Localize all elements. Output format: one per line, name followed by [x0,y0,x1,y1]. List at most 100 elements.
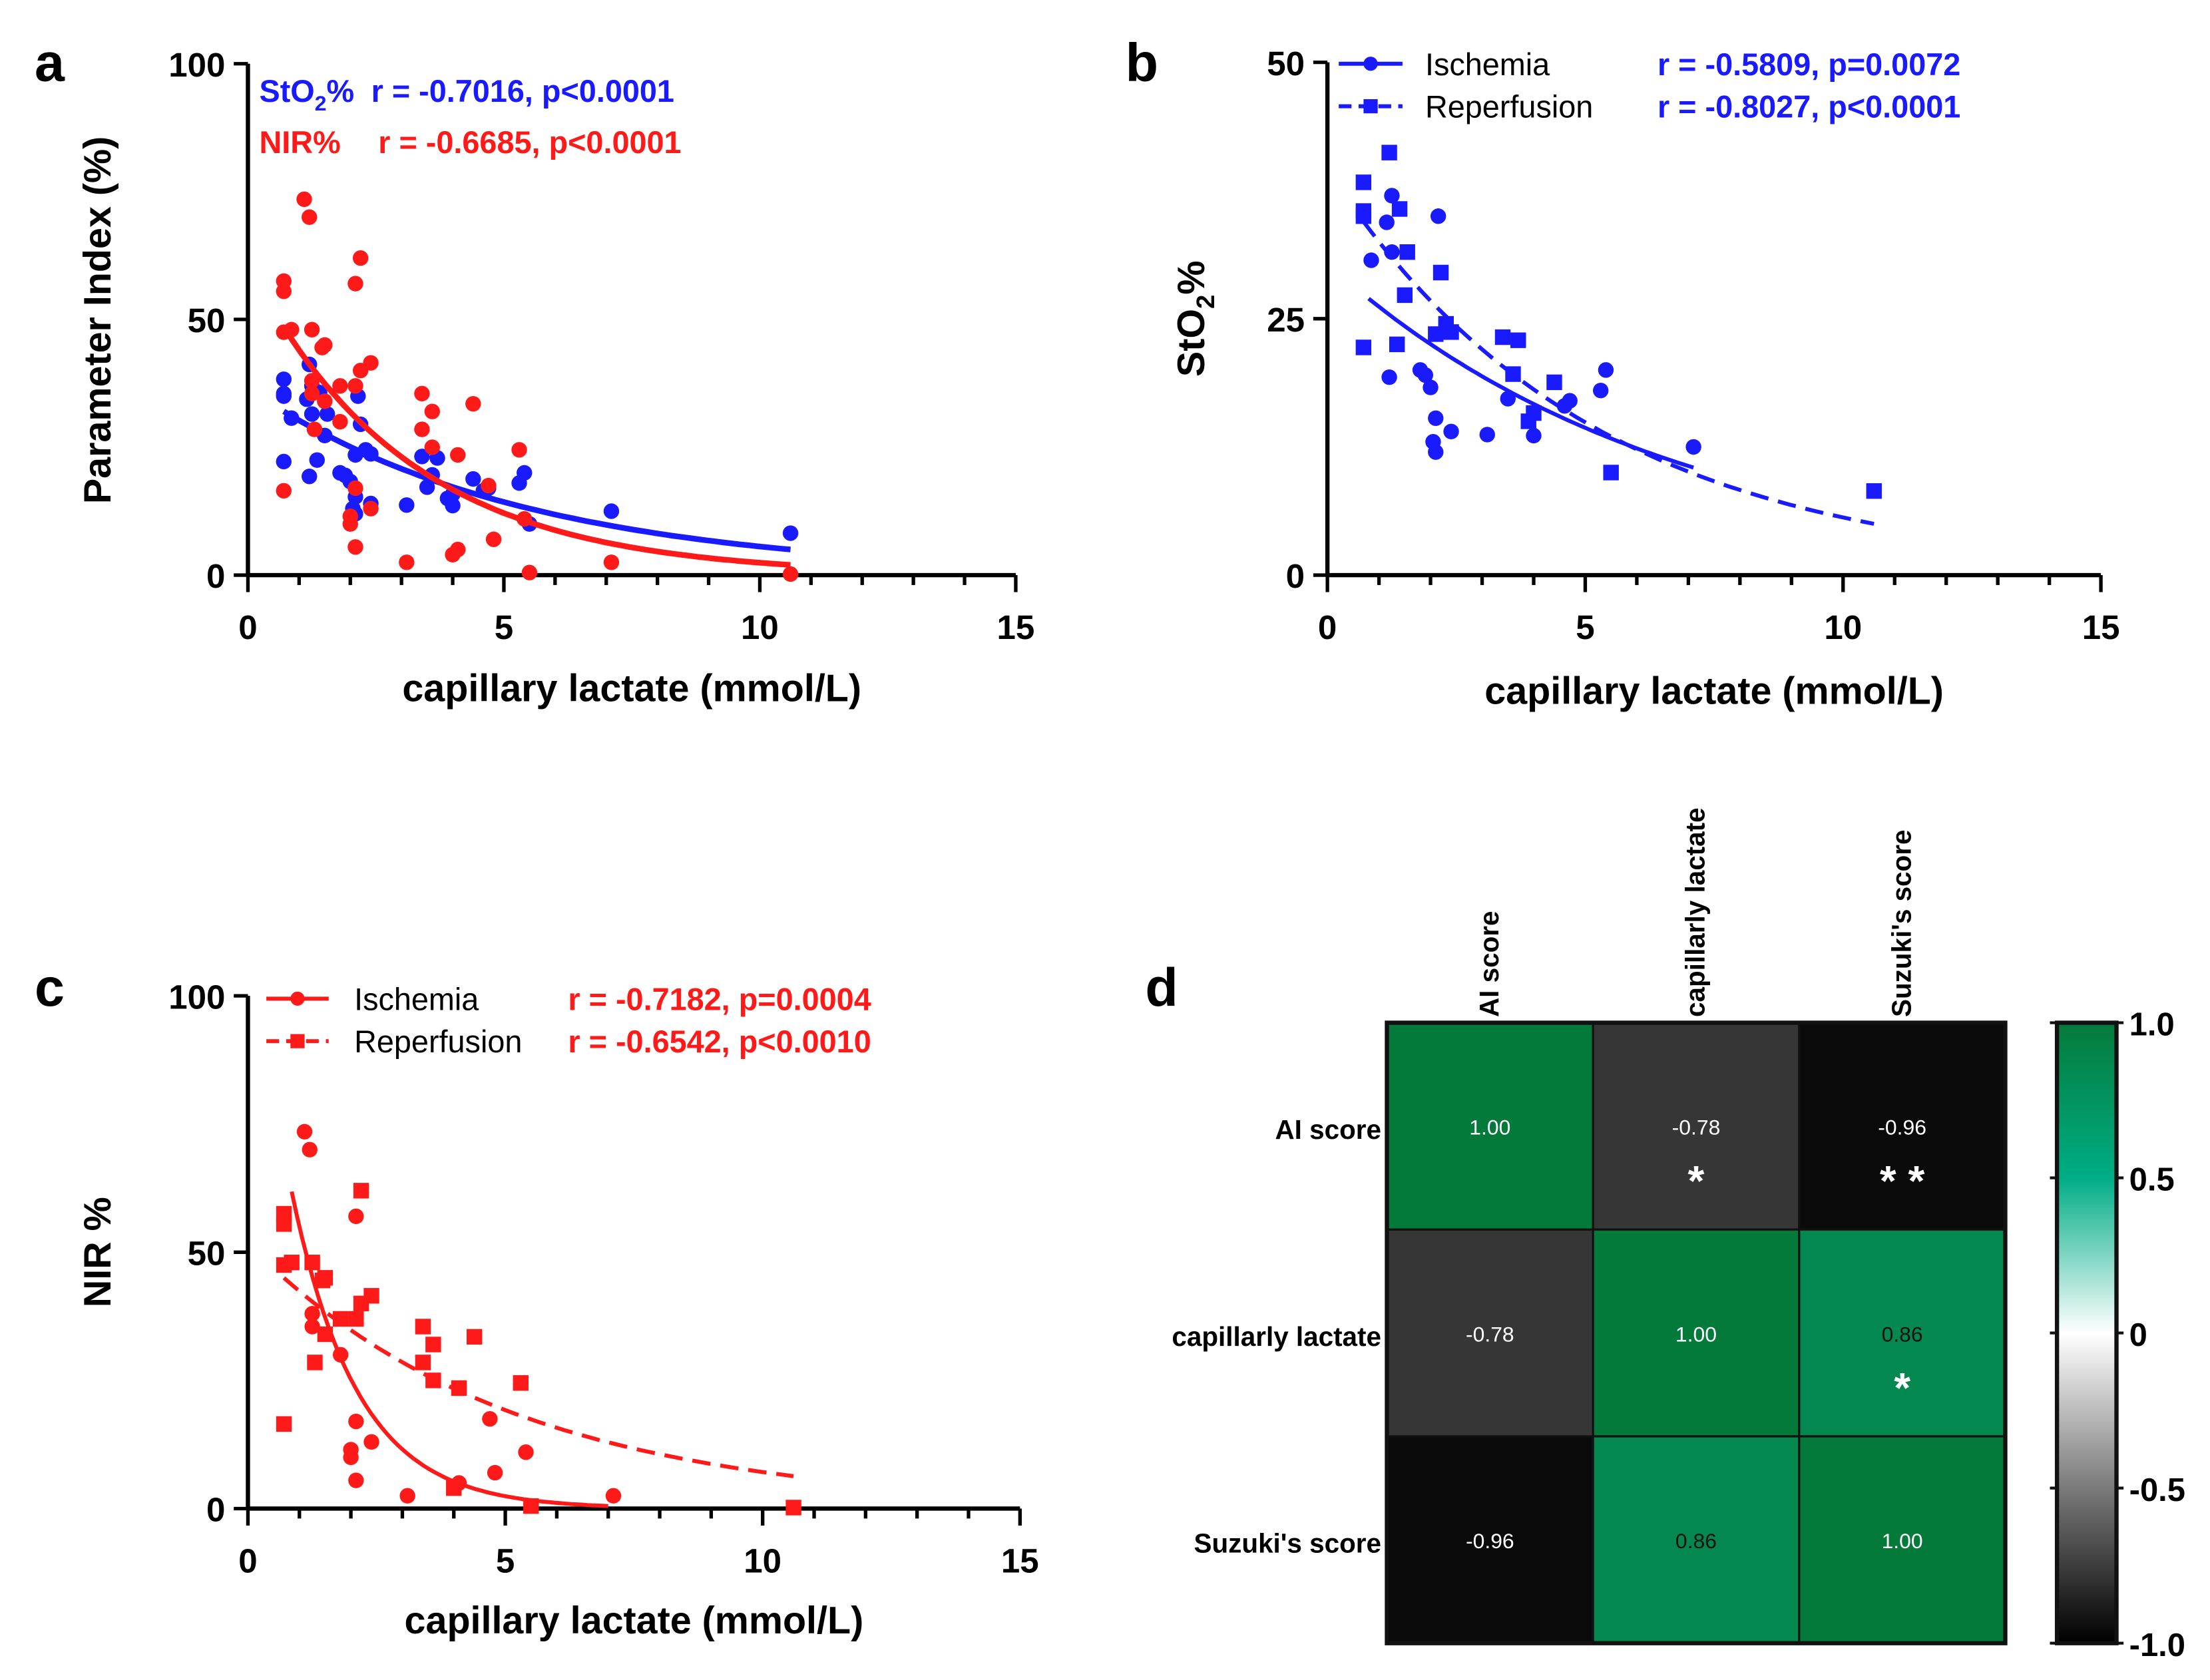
cell-value: -0.78 [1466,1322,1514,1346]
data-point [1562,393,1578,409]
fit-curve [282,1276,794,1478]
data-point [1417,367,1434,383]
x-tick-label: 10 [1824,608,1862,646]
data-point [348,1472,364,1488]
colorbar-tick-label: -0.5 [2129,1472,2185,1508]
legend-label: NIR% [259,125,340,160]
legend-entry: Reperfusion r = -0.8027, p<0.0001 [1339,90,1960,124]
data-point [603,554,620,570]
data-point [782,525,799,541]
data-point [603,503,620,519]
heatmap-cell [1592,1228,1801,1438]
data-point [1399,244,1415,260]
fit-curve [282,409,791,552]
data-point [414,385,430,402]
cell-value: 1.00 [1469,1116,1510,1140]
legend-entry: Ischemia r = -0.5809, p=0.0072 [1339,47,1960,82]
data-point [1423,379,1438,395]
data-point [1363,252,1379,268]
data-point [1397,287,1413,304]
data-point [1598,362,1614,378]
legend-stat: r = -0.6542, p<0.0010 [568,1024,871,1059]
x-tick-label: 10 [741,608,779,646]
significance-asterisk: * [1688,1157,1705,1205]
legend-label: % [326,74,354,108]
data-point [1685,439,1701,455]
x-axis-title: capillary lactate (mmol/L) [1484,670,1944,713]
colorbar-tick-label: 0 [2129,1317,2147,1353]
colorbar: 1.0 0.5 0 -0.5 -1.0 [2050,1007,2185,1663]
legend-label: Ischemia [1425,47,1550,82]
data-point [466,1329,483,1345]
data-point [347,276,363,292]
data-point [347,539,363,555]
data-point [1479,427,1495,443]
data-point [319,406,335,422]
x-tick-label: 10 [744,1542,781,1579]
data-point [353,1183,369,1199]
panel-label: a [35,33,65,93]
data-point [465,395,481,412]
series-nir- [276,191,799,582]
x-axis-title: capillary lactate (mmol/L) [405,1599,864,1642]
data-point [782,566,799,582]
data-point [1381,144,1397,160]
row-label: AI score [1275,1114,1381,1145]
heatmap-cell [1592,1021,1801,1231]
x-tick-label: 0 [1318,608,1337,646]
column-label: capillarly lactate [1680,807,1711,1017]
cell-value: 1.00 [1882,1529,1923,1553]
data-point [1381,369,1397,385]
legend-circle-marker [1363,57,1378,71]
legend-label: StO [259,74,314,108]
data-point [399,554,415,570]
data-point [450,447,466,463]
panel-c: c 0 5 10 15 0 50 100 capillary lactate (mmol/L) N… [35,958,1039,1642]
data-point [1526,427,1542,444]
data-point [302,469,318,485]
cell-value: -0.96 [1878,1116,1926,1140]
data-point [521,564,538,580]
y-tick-label: 0 [206,557,225,595]
cell-value: -0.96 [1466,1529,1514,1553]
x-tick-label: 5 [1576,608,1594,646]
x-tick-label: 0 [238,1542,257,1579]
heatmap-cell [1798,1435,2007,1645]
panel-d: d1.00 -0.78*-0.96* *-0.78 1.00 0.86*-0.96 0.… [1145,807,2185,1663]
panel-label: c [35,958,65,1018]
data-point [1510,332,1526,348]
legend-entry: NIR% r = -0.6685, p<0.0001 [259,125,681,160]
fit-curve [281,325,791,568]
y-tick-label: 25 [1267,301,1305,339]
legend-entry: Reperfusion r = -0.6542, p<0.0010 [266,1024,871,1059]
data-point [415,1319,431,1335]
data-point [1526,405,1542,421]
data-point [1391,201,1408,217]
data-point [276,1216,292,1232]
legend-label: Reperfusion [354,1024,522,1059]
data-point [304,406,320,422]
data-point [785,1500,801,1516]
data-point [465,471,481,487]
data-point [304,1319,320,1335]
data-point [317,337,333,353]
data-point [399,497,415,513]
data-point [424,439,440,455]
data-point [276,283,292,300]
data-point [1428,410,1444,426]
y-axis-title-part: % [1170,261,1213,295]
data-point [363,1288,379,1304]
data-point [284,1254,300,1271]
legend-stat: r = -0.8027, p<0.0001 [1657,90,1960,124]
data-point [276,371,292,387]
data-point [1603,465,1619,481]
legend-square-marker [1363,99,1378,114]
data-point [296,191,312,208]
colorbar-tick-label: 1.0 [2129,1007,2175,1043]
y-tick-label: 50 [1267,45,1305,83]
data-point [513,1375,529,1391]
fit-curve [290,1191,608,1508]
data-point [302,209,318,225]
colorbar-tick-label: -1.0 [2129,1627,2185,1663]
